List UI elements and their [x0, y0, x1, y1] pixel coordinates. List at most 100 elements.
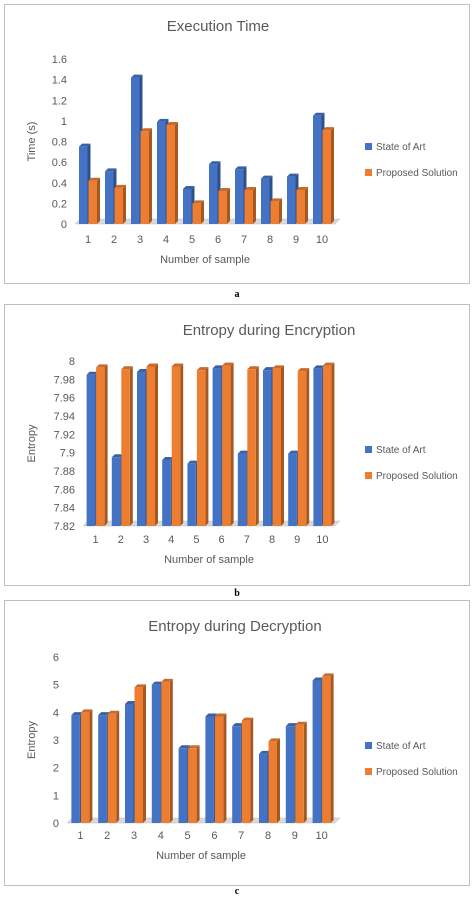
- bar-proposed-solution: [268, 738, 280, 823]
- bar-top-face: [137, 369, 149, 372]
- legend-swatch-state-of-art: [365, 143, 372, 150]
- bar-front-face: [134, 687, 143, 823]
- bar-top-face: [322, 127, 334, 131]
- bar-proposed-solution: [322, 127, 334, 224]
- x-tick-label: 7: [238, 830, 244, 842]
- bar-front-face: [131, 77, 140, 224]
- bar-side-face: [230, 362, 234, 526]
- bar-front-face: [268, 741, 277, 823]
- bar-front-face: [188, 748, 197, 823]
- bar-top-face: [322, 673, 334, 677]
- bar-front-face: [151, 684, 161, 823]
- bar-front-face: [232, 726, 241, 823]
- bar-front-face: [295, 724, 304, 823]
- bar-proposed-solution: [247, 366, 259, 526]
- y-tick-label: 1.4: [52, 75, 67, 87]
- bar-side-face: [279, 198, 282, 224]
- bar-top-face: [268, 738, 280, 742]
- bar-side-face: [305, 186, 308, 224]
- bar-front-face: [261, 178, 270, 224]
- legend-swatch-state-of-art: [365, 446, 372, 453]
- bar-top-face: [288, 450, 300, 454]
- bar-side-face: [169, 678, 173, 823]
- bar-top-face: [171, 363, 184, 367]
- x-tick-label: 9: [292, 830, 298, 842]
- y-tick-label: 3: [53, 735, 59, 747]
- bar-front-face: [79, 146, 88, 224]
- x-tick-label: 5: [193, 534, 199, 546]
- y-tick-label: 7.92: [54, 429, 75, 441]
- bar-front-face: [247, 369, 256, 526]
- x-axis-label: Number of sample: [156, 850, 246, 862]
- bar-front-face: [322, 130, 331, 224]
- bar-top-face: [114, 184, 126, 188]
- bar-top-face: [161, 678, 173, 682]
- bar-front-face: [171, 366, 181, 526]
- bar-proposed-solution: [196, 367, 209, 526]
- bar-side-face: [89, 709, 93, 823]
- x-tick-label: 2: [118, 534, 124, 546]
- y-tick-label: 8: [69, 356, 75, 368]
- bar-top-face: [313, 365, 325, 369]
- bar-side-face: [196, 745, 200, 823]
- bar-front-face: [105, 171, 114, 224]
- bar-front-face: [218, 191, 227, 224]
- bar-top-face: [235, 166, 247, 170]
- chart-title: Entropy during Encryption: [183, 322, 356, 339]
- y-tick-label: 7.96: [54, 393, 75, 405]
- bar-front-face: [88, 180, 97, 224]
- bar-front-face: [244, 189, 253, 224]
- x-tick-label: 7: [244, 534, 250, 546]
- chart-panel-execution-time: Execution Time 0 0.2 0.4 0.6 0.8 1 1.2 1.4 1.6 Tim…: [4, 4, 470, 284]
- y-tick-label: 7.86: [54, 484, 75, 496]
- bar-side-face: [180, 363, 184, 526]
- bar-top-face: [96, 364, 108, 368]
- y-axis-label: Entropy: [26, 721, 38, 759]
- bar-top-face: [178, 745, 191, 749]
- legend-swatch-proposed-solution: [365, 768, 372, 775]
- bar-top-face: [157, 118, 169, 122]
- bar-front-face: [288, 453, 297, 526]
- bar-front-face: [162, 460, 171, 526]
- bar-side-face: [306, 368, 310, 526]
- x-tick-label: 6: [219, 534, 225, 546]
- x-tick-label: 10: [316, 234, 328, 246]
- bar-side-face: [223, 713, 227, 823]
- bar-front-face: [296, 189, 305, 224]
- bar-top-face: [105, 168, 117, 172]
- x-tick-label: 9: [294, 534, 300, 546]
- x-tick-label: 6: [211, 830, 217, 842]
- legend-swatch-proposed-solution: [365, 169, 372, 176]
- y-tick-label: 0.4: [52, 178, 67, 190]
- bar-side-face: [149, 128, 152, 224]
- bar-front-face: [214, 716, 224, 823]
- bar-front-face: [166, 125, 175, 224]
- y-tick-label: 0: [61, 219, 67, 231]
- bar-side-face: [155, 363, 158, 526]
- bar-front-face: [237, 453, 247, 526]
- x-tick-label: 1: [77, 830, 83, 842]
- y-tick-label: 0.2: [52, 198, 67, 210]
- bar-front-face: [322, 365, 332, 526]
- x-tick-label: 1: [85, 234, 91, 246]
- bar-top-face: [86, 371, 99, 375]
- bar-front-face: [235, 169, 244, 224]
- bar-proposed-solution: [161, 678, 173, 823]
- bar-top-face: [261, 175, 273, 179]
- bar-front-face: [183, 188, 192, 224]
- x-tick-label: 3: [137, 234, 143, 246]
- x-tick-label: 3: [131, 830, 137, 842]
- bar-proposed-solution: [146, 363, 158, 526]
- y-tick-label: 4: [53, 707, 59, 719]
- bar-top-face: [71, 712, 83, 716]
- bar-front-face: [125, 704, 134, 823]
- y-tick-label: 1: [61, 116, 67, 128]
- bar-side-face: [253, 186, 256, 224]
- x-tick-label: 9: [293, 234, 299, 246]
- x-tick-label: 3: [143, 534, 149, 546]
- bar-top-face: [218, 188, 230, 191]
- bar-front-face: [137, 372, 146, 526]
- bar-proposed-solution: [107, 710, 120, 823]
- bar-proposed-solution: [295, 721, 307, 823]
- bar-front-face: [71, 715, 80, 823]
